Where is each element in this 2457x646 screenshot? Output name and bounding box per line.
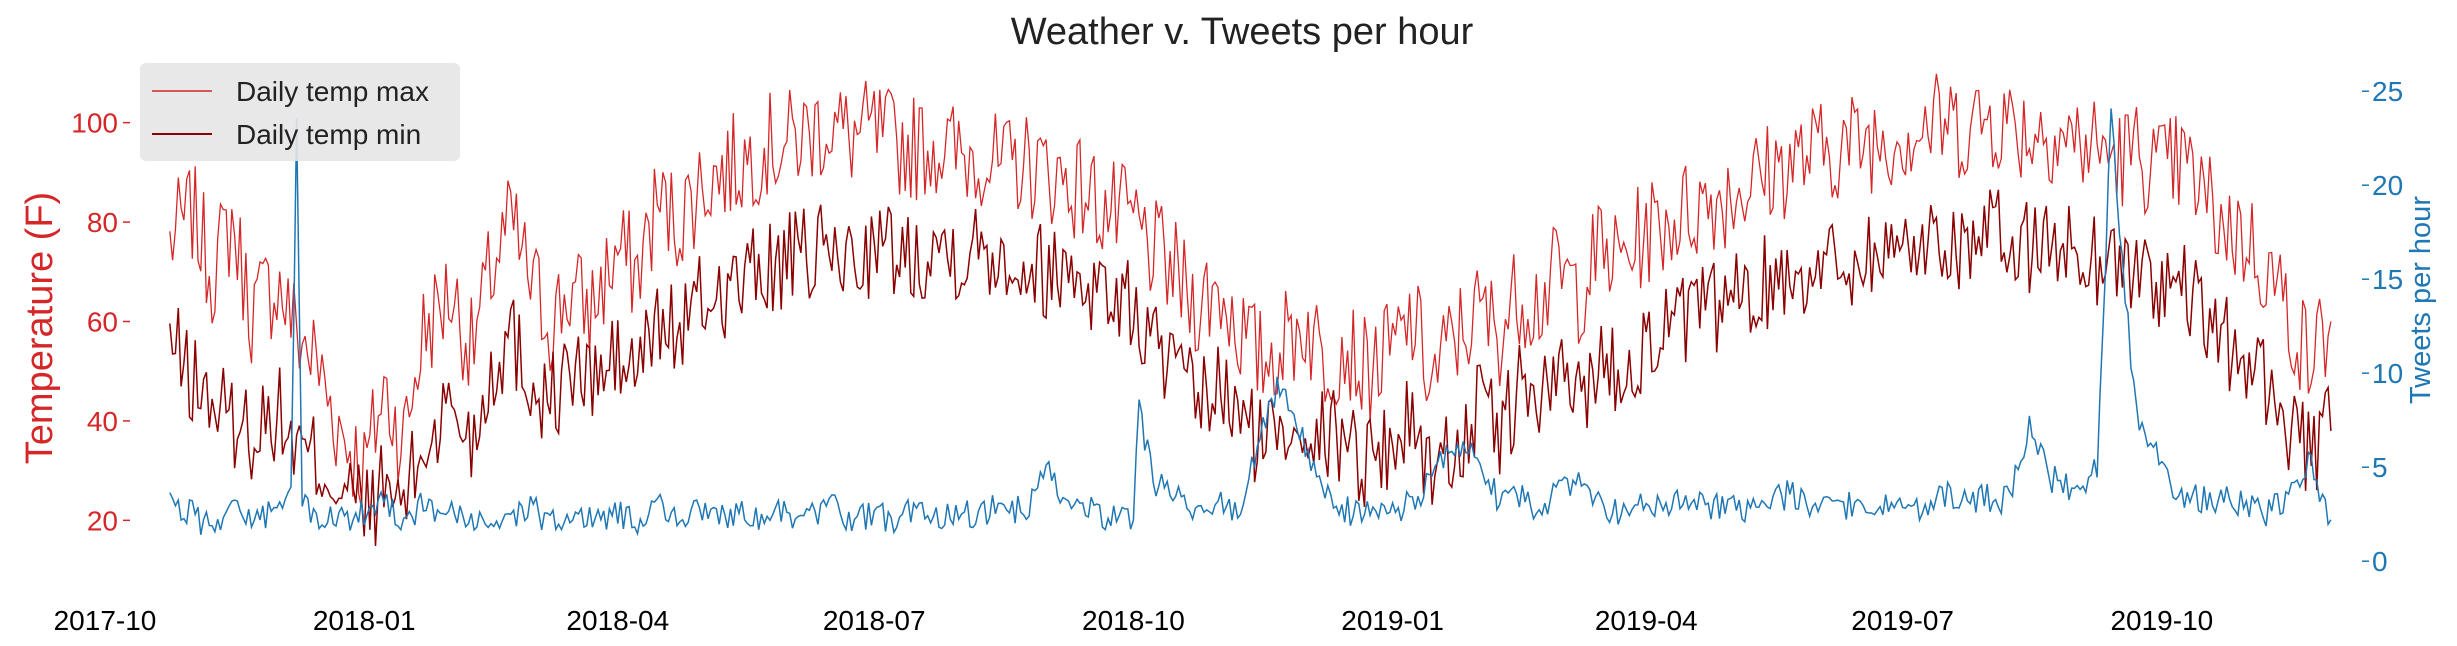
- x-tick-label: 2017-10: [54, 605, 157, 636]
- y-tick-label-right: 10: [2372, 358, 2403, 389]
- series-line-temp-min: [169, 189, 2332, 547]
- legend-label-temp-min: Daily temp min: [236, 119, 421, 150]
- y-tick-label-right: 15: [2372, 264, 2403, 295]
- x-tick-label: 2019-07: [1851, 605, 1954, 636]
- y-ticks-right: 0 5 10 15 20 25: [2362, 76, 2403, 577]
- y-tick-label-right: 0: [2372, 546, 2388, 577]
- legend: Daily temp max Daily temp min: [140, 63, 460, 161]
- x-tick-label: 2018-10: [1082, 605, 1185, 636]
- y-axis-label-left: Temperature (F): [19, 192, 61, 464]
- series-line-temp-max: [169, 73, 2332, 508]
- legend-label-temp-max: Daily temp max: [236, 76, 429, 107]
- y-tick-label-left: 20: [87, 505, 118, 536]
- x-tick-label: 2018-04: [566, 605, 669, 636]
- y-axis-label-right: Tweets per hour: [2405, 196, 2437, 404]
- chart-title: Weather v. Tweets per hour: [1011, 11, 1474, 53]
- series-line-tweets: [169, 108, 2332, 537]
- x-tick-label: 2018-01: [313, 605, 416, 636]
- plot-area: [169, 73, 2332, 547]
- y-tick-label-right: 25: [2372, 76, 2403, 107]
- y-ticks-left: 20 40 60 80 100: [71, 108, 130, 536]
- y-tick-label-left: 100: [71, 108, 118, 139]
- x-tick-label: 2019-04: [1595, 605, 1698, 636]
- y-tick-label-left: 40: [87, 406, 118, 437]
- x-ticks: 2017-10 2018-01 2018-04 2018-07 2018-10 2019-…: [54, 605, 2214, 636]
- x-tick-label: 2019-10: [2110, 605, 2213, 636]
- x-tick-label: 2018-07: [823, 605, 926, 636]
- y-tick-label-left: 80: [87, 207, 118, 238]
- y-tick-label-left: 60: [87, 307, 118, 338]
- x-tick-label: 2019-01: [1341, 605, 1444, 636]
- y-tick-label-right: 5: [2372, 452, 2388, 483]
- legend-box: [140, 63, 460, 161]
- y-tick-label-right: 20: [2372, 170, 2403, 201]
